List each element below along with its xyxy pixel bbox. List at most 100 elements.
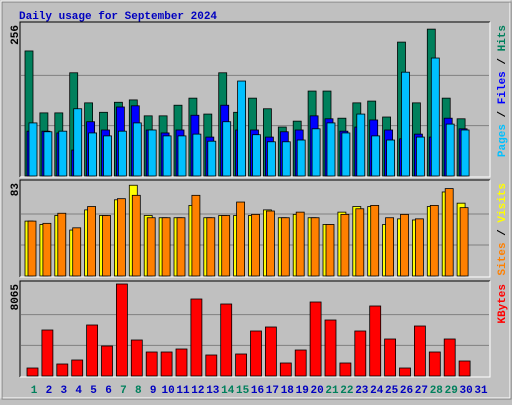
plot-border-dark bbox=[19, 280, 490, 377]
x-tick-label: 23 bbox=[355, 385, 369, 397]
bar bbox=[103, 135, 112, 177]
bar bbox=[309, 301, 322, 377]
bar bbox=[413, 325, 426, 377]
x-tick-label: 25 bbox=[385, 385, 399, 397]
bar bbox=[101, 345, 113, 377]
bar bbox=[430, 57, 440, 177]
x-tick-label: 7 bbox=[120, 385, 127, 397]
bar bbox=[192, 133, 202, 177]
bar bbox=[414, 218, 424, 277]
bar bbox=[251, 213, 260, 277]
legend-label: Visits bbox=[497, 183, 509, 223]
y-tick-label: 8065 bbox=[10, 284, 22, 311]
bar bbox=[147, 129, 157, 177]
bar bbox=[190, 298, 203, 377]
bar bbox=[295, 211, 305, 277]
legend-separator: / bbox=[497, 51, 509, 71]
bar bbox=[191, 194, 201, 277]
bar bbox=[177, 135, 187, 177]
bar bbox=[175, 348, 188, 377]
bar bbox=[399, 367, 411, 377]
plot-border-dark bbox=[19, 21, 490, 177]
bar bbox=[324, 319, 337, 377]
legend-label: Hits bbox=[497, 25, 509, 51]
x-tick-label: 15 bbox=[236, 385, 250, 397]
bar bbox=[281, 141, 291, 177]
bar bbox=[311, 128, 321, 177]
bar bbox=[265, 210, 275, 277]
bar bbox=[264, 326, 277, 377]
bar bbox=[56, 363, 69, 377]
bar bbox=[428, 351, 441, 377]
x-tick-label: 22 bbox=[340, 385, 353, 397]
x-tick-label: 16 bbox=[251, 385, 264, 397]
x-tick-label: 4 bbox=[75, 385, 82, 397]
bar bbox=[116, 283, 128, 377]
bar bbox=[58, 130, 68, 177]
x-tick-label: 9 bbox=[150, 385, 157, 397]
bar bbox=[370, 205, 380, 277]
bar bbox=[444, 188, 454, 277]
bar bbox=[222, 121, 232, 177]
legend-label: Sites bbox=[497, 242, 509, 275]
legend-label: KBytes bbox=[497, 284, 509, 324]
bar bbox=[162, 135, 172, 177]
bar bbox=[458, 360, 471, 377]
bar bbox=[355, 208, 365, 277]
bar bbox=[86, 324, 98, 377]
bar bbox=[310, 217, 320, 277]
x-tick-label: 14 bbox=[221, 385, 235, 397]
bar bbox=[384, 338, 397, 377]
bar bbox=[145, 351, 158, 377]
legend-label: Pages bbox=[497, 124, 509, 157]
bar bbox=[371, 135, 381, 177]
bar bbox=[460, 129, 470, 177]
x-tick-label: 8 bbox=[135, 385, 142, 397]
bar bbox=[205, 354, 218, 377]
plot-border-light bbox=[20, 180, 491, 278]
x-tick-label: 26 bbox=[400, 385, 413, 397]
x-tick-label: 19 bbox=[296, 385, 309, 397]
bar bbox=[131, 194, 141, 277]
bar bbox=[117, 198, 126, 277]
x-tick-label: 18 bbox=[281, 385, 295, 397]
bar bbox=[459, 207, 469, 277]
x-tick-label: 6 bbox=[105, 385, 112, 397]
bar bbox=[146, 217, 156, 277]
x-tick-label: 29 bbox=[445, 385, 458, 397]
legend-label: Files bbox=[497, 71, 509, 104]
bar bbox=[415, 136, 425, 177]
plot-border-light bbox=[20, 22, 491, 178]
bar bbox=[325, 224, 335, 277]
bar bbox=[236, 201, 246, 277]
bar bbox=[26, 367, 39, 377]
bar bbox=[354, 330, 367, 377]
x-tick-label: 5 bbox=[90, 385, 97, 397]
bar bbox=[443, 338, 456, 377]
x-tick-label: 28 bbox=[430, 385, 444, 397]
bar bbox=[130, 339, 143, 377]
bar bbox=[73, 108, 83, 177]
bar bbox=[72, 227, 82, 277]
x-tick-label: 21 bbox=[325, 385, 339, 397]
bar bbox=[221, 215, 231, 277]
bar bbox=[400, 213, 409, 277]
bar bbox=[385, 217, 395, 277]
x-tick-label: 1 bbox=[31, 385, 38, 397]
x-tick-label: 24 bbox=[370, 385, 384, 397]
x-tick-label: 11 bbox=[176, 385, 190, 397]
bar bbox=[280, 217, 290, 277]
bar bbox=[43, 131, 53, 177]
x-tick-label: 20 bbox=[310, 385, 323, 397]
legend: KBytes bbox=[497, 284, 509, 324]
bar bbox=[87, 206, 96, 277]
x-tick-label: 30 bbox=[459, 385, 472, 397]
bar bbox=[296, 139, 306, 177]
chart-title: Daily usage for September 2024 bbox=[19, 11, 217, 23]
bar bbox=[160, 351, 173, 377]
x-tick-label: 2 bbox=[46, 385, 53, 397]
x-tick-label: 12 bbox=[191, 385, 204, 397]
